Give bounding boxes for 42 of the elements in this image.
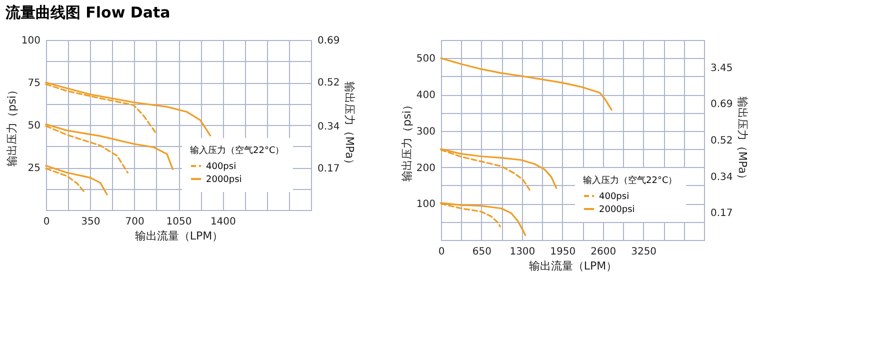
y-tick-label: 100: [416, 199, 436, 210]
y-axis-title: 输出压力（psi）: [400, 100, 414, 182]
category-label: 0.52: [710, 136, 733, 146]
legend-label: 400psi: [206, 162, 236, 172]
y-tick-label: 25: [28, 163, 40, 174]
y-tick-label: 200: [416, 162, 436, 174]
x-axis-title: 输出流量（LPM）: [134, 230, 224, 242]
x-tick-label: 0: [438, 246, 445, 258]
y-tick-label: 300: [416, 126, 436, 138]
y2-axis-title: 输出压力（MPa）: [342, 81, 356, 170]
x-tick-label: 700: [125, 216, 144, 228]
y2-tick-label: 0.17: [318, 164, 340, 175]
x-axis-title: 输出流量（LPM）: [528, 260, 618, 272]
y-tick-label: 50: [28, 120, 40, 132]
y2-tick-label: 0.52: [318, 77, 340, 88]
category-label: 3.45: [710, 62, 733, 74]
chart-title: 流量曲线图 Flow Data: [4, 4, 170, 22]
y-tick-label: 100: [21, 36, 40, 46]
y2-axis-title: 输出压力（MPa）: [736, 96, 749, 185]
category-label: 0.69: [710, 99, 733, 110]
y-axis-title: 输出压力（psi）: [5, 84, 18, 166]
x-tick-label: 1400: [210, 216, 236, 228]
x-tick-label: 1050: [166, 216, 192, 228]
y2-tick-label: 0.34: [318, 122, 340, 133]
x-tick-label: 650: [472, 246, 492, 258]
x-tick-label: 3250: [631, 246, 657, 258]
y-tick-label: 75: [28, 78, 40, 89]
y-tick-label: 400: [416, 90, 436, 102]
x-tick-label: 350: [81, 216, 100, 228]
x-tick-label: 0: [43, 216, 50, 228]
legend-label: 400psi: [599, 192, 630, 202]
legend-title: 输入压力（空气22°C）: [583, 175, 678, 186]
x-tick-label: 2600: [590, 246, 616, 258]
legend-label: 2000psi: [206, 175, 242, 185]
y-tick-label: 500: [416, 54, 436, 65]
legend-label: 2000psi: [599, 205, 635, 215]
category-label: 0.17: [710, 208, 733, 220]
x-tick-label: 1300: [510, 246, 536, 258]
y2-tick-label: 0.69: [318, 36, 340, 46]
x-tick-label: 1950: [550, 246, 576, 258]
category-label: 0.34: [710, 172, 733, 183]
legend-title: 输入压力（空气22°C）: [190, 145, 284, 156]
